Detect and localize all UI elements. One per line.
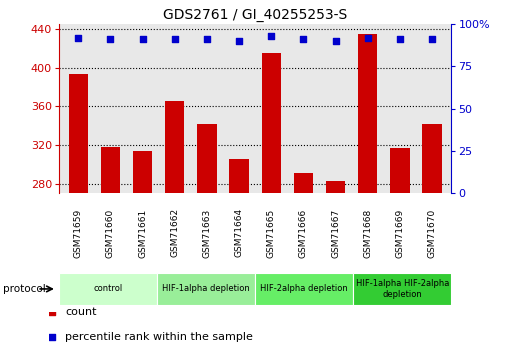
Bar (423, 124, 442, 193)
Point (139, 37, 147, 42)
Text: control: control (93, 284, 123, 294)
Bar (390, 148, 409, 193)
Text: GSM71668: GSM71668 (363, 208, 372, 257)
Bar (255, 273, 353, 305)
Text: GSM71662: GSM71662 (170, 208, 180, 257)
Title: GDS2761 / GI_40255253-S: GDS2761 / GI_40255253-S (163, 8, 347, 22)
Point (171, 37, 179, 42)
Text: HIF-1alpha depletion: HIF-1alpha depletion (162, 284, 250, 294)
Text: HIF-2alpha depletion: HIF-2alpha depletion (261, 284, 348, 294)
Point (267, 33, 275, 39)
Text: GSM71665: GSM71665 (267, 208, 276, 257)
Bar (157, 273, 255, 305)
Text: HIF-1alpha HIF-2alpha
depletion: HIF-1alpha HIF-2alpha depletion (356, 279, 449, 299)
Point (364, 35, 372, 40)
Bar (165, 101, 185, 193)
Point (396, 37, 404, 42)
Bar (353, 273, 451, 305)
Text: GSM71670: GSM71670 (428, 208, 437, 257)
Text: GSM71659: GSM71659 (74, 208, 83, 257)
Bar (326, 181, 345, 193)
Point (257, 148, 265, 154)
Text: GSM71663: GSM71663 (203, 208, 211, 257)
Bar (262, 53, 281, 193)
Text: protocol: protocol (3, 284, 45, 294)
Bar (101, 147, 120, 193)
Point (106, 37, 114, 42)
Point (203, 37, 211, 42)
Bar (229, 159, 249, 193)
Point (300, 37, 308, 42)
Text: GSM71667: GSM71667 (331, 208, 340, 257)
Text: percentile rank within the sample: percentile rank within the sample (65, 332, 253, 342)
Text: GSM71661: GSM71661 (138, 208, 147, 257)
Point (428, 37, 436, 42)
Bar (294, 173, 313, 193)
Text: GSM71669: GSM71669 (396, 208, 404, 257)
Bar (358, 34, 378, 193)
Text: count: count (65, 307, 96, 317)
Point (74, 35, 83, 40)
Bar (59, 273, 157, 305)
Point (331, 38, 340, 44)
Text: GSM71666: GSM71666 (299, 208, 308, 257)
Bar (69, 75, 88, 193)
Bar (198, 124, 216, 193)
Text: GSM71660: GSM71660 (106, 208, 115, 257)
Text: GSM71664: GSM71664 (234, 208, 244, 257)
Point (235, 38, 243, 44)
Bar (133, 151, 152, 193)
